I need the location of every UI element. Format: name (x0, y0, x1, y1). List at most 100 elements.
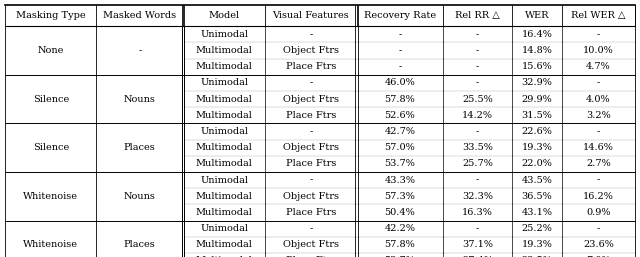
Text: -: - (398, 30, 401, 39)
Text: -: - (309, 78, 312, 87)
Text: -: - (309, 30, 312, 39)
Text: Whitenoise: Whitenoise (23, 240, 78, 249)
Text: 43.3%: 43.3% (385, 176, 415, 185)
Text: 31.5%: 31.5% (522, 111, 552, 120)
Text: Whitenoise: Whitenoise (23, 192, 78, 201)
Text: 42.7%: 42.7% (385, 127, 415, 136)
Text: -: - (309, 127, 312, 136)
Text: 57.3%: 57.3% (385, 192, 415, 201)
Text: 2.7%: 2.7% (586, 159, 611, 168)
Text: Place Ftrs: Place Ftrs (285, 111, 336, 120)
Text: Unimodal: Unimodal (200, 176, 248, 185)
Text: 25.2%: 25.2% (522, 224, 552, 233)
Text: -: - (596, 176, 600, 185)
Text: -: - (476, 78, 479, 87)
Text: -: - (476, 127, 479, 136)
Text: Multimodal: Multimodal (196, 95, 253, 104)
Text: 33.5%: 33.5% (462, 143, 493, 152)
Text: 27.4%: 27.4% (462, 256, 493, 257)
Text: Masking Type: Masking Type (16, 11, 86, 20)
Text: Multimodal: Multimodal (196, 192, 253, 201)
Text: 53.7%: 53.7% (385, 159, 415, 168)
Text: 42.2%: 42.2% (385, 224, 415, 233)
Text: 16.4%: 16.4% (522, 30, 552, 39)
Text: -: - (398, 46, 401, 55)
Text: Place Ftrs: Place Ftrs (285, 208, 336, 217)
Text: -: - (596, 78, 600, 87)
Text: Multimodal: Multimodal (196, 159, 253, 168)
Text: 22.0%: 22.0% (522, 159, 552, 168)
Text: 43.5%: 43.5% (522, 176, 552, 185)
Text: -: - (476, 46, 479, 55)
Text: Rel RR △: Rel RR △ (455, 11, 500, 20)
Text: 57.8%: 57.8% (385, 95, 415, 104)
Text: Multimodal: Multimodal (196, 143, 253, 152)
Text: -: - (596, 30, 600, 39)
Text: 15.6%: 15.6% (522, 62, 552, 71)
Text: 46.0%: 46.0% (385, 78, 415, 87)
Text: 16.2%: 16.2% (583, 192, 614, 201)
Text: Object Ftrs: Object Ftrs (283, 192, 339, 201)
Text: 22.6%: 22.6% (522, 127, 552, 136)
Text: 32.3%: 32.3% (462, 192, 493, 201)
Text: 29.9%: 29.9% (522, 95, 552, 104)
Text: 52.6%: 52.6% (385, 111, 415, 120)
Text: 14.8%: 14.8% (522, 46, 552, 55)
Text: Unimodal: Unimodal (200, 78, 248, 87)
Text: Places: Places (124, 143, 156, 152)
Text: -: - (596, 127, 600, 136)
Text: Silence: Silence (33, 95, 69, 104)
Text: Visual Features: Visual Features (273, 11, 349, 20)
Text: Rel WER △: Rel WER △ (571, 11, 626, 20)
Text: Multimodal: Multimodal (196, 62, 253, 71)
Text: 32.9%: 32.9% (522, 78, 552, 87)
Text: Model: Model (209, 11, 240, 20)
Text: Place Ftrs: Place Ftrs (285, 159, 336, 168)
Text: 14.6%: 14.6% (583, 143, 614, 152)
Text: -: - (476, 30, 479, 39)
Text: 4.0%: 4.0% (586, 95, 611, 104)
Text: 7.0%: 7.0% (586, 256, 611, 257)
Text: Object Ftrs: Object Ftrs (283, 95, 339, 104)
Text: Unimodal: Unimodal (200, 127, 248, 136)
Text: Masked Words: Masked Words (103, 11, 176, 20)
Text: Multimodal: Multimodal (196, 111, 253, 120)
Text: Silence: Silence (33, 143, 69, 152)
Text: 0.9%: 0.9% (586, 208, 611, 217)
Text: 14.2%: 14.2% (462, 111, 493, 120)
Text: Place Ftrs: Place Ftrs (285, 62, 336, 71)
Text: Object Ftrs: Object Ftrs (283, 143, 339, 152)
Text: -: - (476, 224, 479, 233)
Text: -: - (309, 224, 312, 233)
Text: 16.3%: 16.3% (462, 208, 493, 217)
Text: 19.3%: 19.3% (522, 143, 552, 152)
Text: Nouns: Nouns (124, 192, 156, 201)
Text: 3.2%: 3.2% (586, 111, 611, 120)
Text: 23.6%: 23.6% (583, 240, 614, 249)
Text: Multimodal: Multimodal (196, 208, 253, 217)
Text: 36.5%: 36.5% (522, 192, 552, 201)
Text: Recovery Rate: Recovery Rate (364, 11, 436, 20)
Text: 10.0%: 10.0% (583, 46, 614, 55)
Text: -: - (476, 176, 479, 185)
Text: -: - (476, 62, 479, 71)
Text: Unimodal: Unimodal (200, 30, 248, 39)
Text: 4.7%: 4.7% (586, 62, 611, 71)
Text: 50.4%: 50.4% (385, 208, 415, 217)
Text: -: - (309, 176, 312, 185)
Text: 53.7%: 53.7% (385, 256, 415, 257)
Text: 25.7%: 25.7% (462, 159, 493, 168)
Text: Places: Places (124, 240, 156, 249)
Text: Object Ftrs: Object Ftrs (283, 46, 339, 55)
Text: WER: WER (525, 11, 549, 20)
Text: 57.8%: 57.8% (385, 240, 415, 249)
Text: Place Ftrs: Place Ftrs (285, 256, 336, 257)
Text: 43.1%: 43.1% (521, 208, 552, 217)
Text: -: - (596, 224, 600, 233)
Text: Unimodal: Unimodal (200, 224, 248, 233)
Text: Multimodal: Multimodal (196, 46, 253, 55)
Text: Multimodal: Multimodal (196, 240, 253, 249)
Text: Multimodal: Multimodal (196, 256, 253, 257)
Text: 23.5%: 23.5% (522, 256, 552, 257)
Text: 57.0%: 57.0% (385, 143, 415, 152)
